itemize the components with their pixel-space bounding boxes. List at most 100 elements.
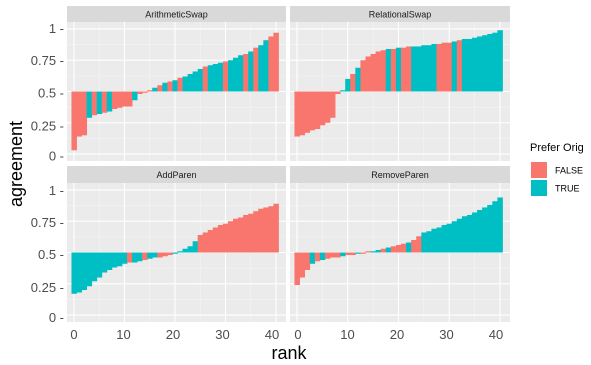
y-tick-label: 0.25 - (31, 119, 64, 134)
bar (370, 251, 377, 253)
bar (375, 51, 382, 92)
bar (416, 46, 422, 92)
bar (487, 33, 493, 92)
panel-title: ArithmeticSwap (145, 10, 208, 20)
bar (319, 252, 326, 261)
x-tick-label: 30 (215, 327, 229, 342)
bar (461, 216, 468, 253)
bar (273, 203, 279, 253)
bar (421, 45, 427, 92)
bar (152, 252, 158, 258)
bar (222, 223, 229, 253)
bar (167, 81, 173, 92)
bars (71, 32, 279, 151)
bar (233, 218, 239, 253)
bar (192, 241, 199, 253)
bar (380, 50, 387, 92)
x-tick-label: 20 (390, 327, 404, 342)
bar (350, 73, 356, 92)
bar (212, 227, 219, 253)
bar (492, 201, 498, 253)
bar (212, 63, 219, 92)
bar (172, 252, 178, 254)
bar (268, 206, 274, 253)
bar (137, 91, 143, 95)
bar (385, 247, 392, 253)
y-tick-label: 1 - (49, 183, 64, 198)
bar (472, 212, 478, 253)
bar (116, 91, 123, 108)
bar (329, 252, 336, 258)
bar (187, 73, 194, 92)
bar (227, 221, 234, 253)
bar (238, 55, 244, 92)
bar (121, 91, 128, 107)
bar (132, 252, 138, 263)
bar (142, 91, 148, 93)
bar (197, 68, 204, 92)
y-tick-label: 0.75 - (31, 53, 64, 68)
bar (380, 248, 387, 253)
y-tick-label: 0.25 - (31, 280, 64, 295)
bar (248, 51, 254, 92)
x-tick-label: 10 (116, 327, 130, 342)
bar (441, 224, 448, 253)
y-tick-label: 0 - (49, 149, 64, 164)
x-axis-right: 0 10 20 30 40 (294, 327, 503, 342)
bar (340, 252, 346, 257)
bar (233, 57, 239, 92)
bar (416, 236, 422, 253)
bar (466, 214, 473, 253)
panel-strip (67, 6, 286, 22)
bar (116, 252, 123, 267)
bar (395, 244, 402, 253)
y-tick-label: 0.75 - (31, 215, 64, 230)
bar (304, 91, 311, 133)
bar (253, 47, 259, 92)
bar (253, 211, 259, 253)
bar (202, 66, 209, 92)
bar (395, 47, 402, 92)
bar (304, 252, 311, 271)
bar (360, 252, 366, 254)
x-tick-label: 40 (265, 327, 279, 342)
bar (142, 252, 148, 261)
y-axis-top: 0 - 0.25 - 0.5 - 0.75 - 1 - (31, 21, 64, 164)
bar (96, 91, 103, 115)
bar (182, 76, 188, 92)
bar (406, 46, 412, 92)
bar (162, 252, 168, 257)
bar (147, 90, 153, 92)
bar (436, 227, 442, 253)
bar (111, 252, 118, 268)
bars (294, 30, 503, 137)
bar (406, 242, 412, 253)
bar (152, 87, 158, 92)
bar (365, 56, 371, 92)
panel-strip (290, 166, 510, 183)
bar (456, 218, 463, 253)
bar (411, 46, 417, 92)
bar (314, 252, 321, 262)
bar (324, 252, 331, 259)
bar (137, 252, 143, 262)
bar (456, 40, 463, 92)
bar (309, 91, 316, 131)
bar (76, 252, 82, 293)
bar (106, 91, 113, 112)
bar (324, 91, 331, 123)
y-tick-label: 1 - (49, 21, 64, 36)
x-tick-label: 40 (489, 327, 503, 342)
legend-label-true: TRUE (555, 184, 580, 194)
x-axis-title: rank (271, 343, 307, 363)
bar (340, 90, 346, 92)
bar (309, 252, 316, 264)
bar (127, 252, 133, 263)
bar (441, 42, 448, 92)
bar (157, 85, 163, 92)
bar (360, 60, 366, 92)
bar (421, 232, 427, 253)
bar (71, 252, 77, 294)
bar (96, 252, 103, 278)
